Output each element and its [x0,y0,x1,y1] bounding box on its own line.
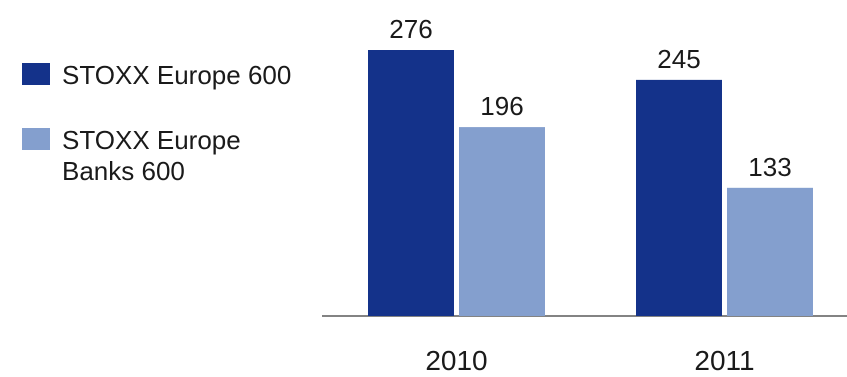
data-label-2011-series-0: 245 [657,44,700,74]
data-label-2010-series-1: 196 [480,91,523,121]
legend-swatch-stoxx-europe-banks-600 [22,128,50,150]
legend-label-stoxx-europe-banks-600: STOXX Europe Banks 600 [62,125,241,186]
x-tick-label-2011: 2011 [694,345,754,376]
data-label-2010-series-0: 276 [389,14,432,44]
bar-2010-series-0 [368,50,454,316]
legend-item-stoxx-europe-600: STOXX Europe 600 [22,60,312,91]
x-tick-label-2010: 2010 [425,345,487,376]
legend-label-stoxx-europe-600: STOXX Europe 600 [62,60,292,90]
legend: STOXX Europe 600 STOXX Europe Banks 600 [22,60,312,221]
legend-item-stoxx-europe-banks-600: STOXX Europe Banks 600 [22,125,312,187]
data-label-2011-series-1: 133 [748,152,791,182]
bar-2011-series-0 [636,79,722,317]
bar-2010-series-1 [459,127,545,317]
legend-swatch-stoxx-europe-600 [22,63,50,85]
bar-2011-series-1 [727,187,813,316]
